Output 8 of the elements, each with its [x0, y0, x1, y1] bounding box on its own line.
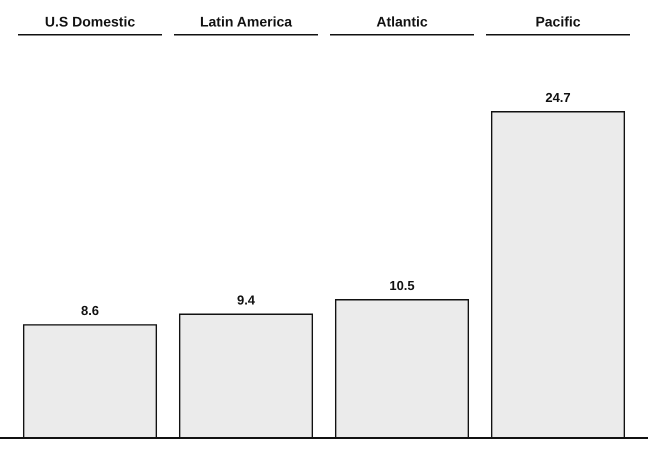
x-tick-label: Pacific: [535, 13, 581, 30]
x-tick-label: Latin America: [200, 13, 292, 30]
data-label: 24.7: [545, 90, 571, 106]
data-label: 8.6: [80, 303, 100, 318]
x-tick-label: U.S Domestic: [44, 13, 136, 30]
data-label: 10.5: [389, 278, 415, 294]
x-tick-label: Atlantic: [376, 13, 428, 30]
data-label: 9.4: [236, 292, 256, 308]
